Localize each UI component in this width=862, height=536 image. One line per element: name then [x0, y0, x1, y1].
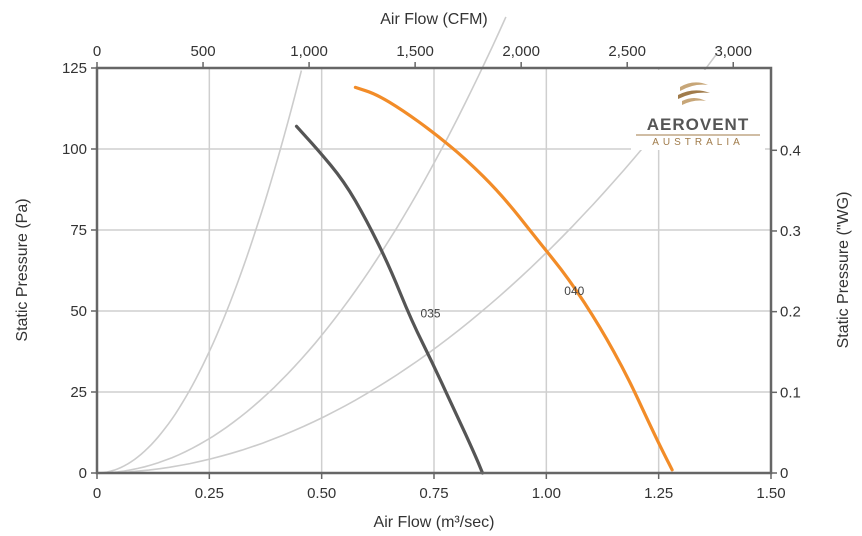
system-curve	[96, 52, 718, 474]
aerovent-logo: AEROVENT AUSTRALIA	[631, 70, 765, 150]
y-axis-title-left: Static Pressure (Pa)	[14, 198, 31, 341]
curve-label-035: 035	[421, 306, 441, 320]
y-tick-label: 50	[70, 303, 87, 320]
x-top-tick-label: 1,000	[290, 43, 328, 60]
x-tick-label: 1.25	[644, 485, 673, 502]
y-right-tick-label: 0.4	[780, 142, 801, 159]
x-axis-title-top: Air Flow (CFM)	[380, 11, 488, 28]
series-line-035	[294, 124, 485, 475]
x-top-tick-label: 0	[93, 43, 101, 60]
y-tick-label: 125	[62, 60, 87, 77]
x-top-tick-label: 500	[191, 43, 216, 60]
system-curve	[96, 70, 303, 474]
y-right-tick-label: 0.3	[780, 223, 801, 240]
x-tick-label: 0.25	[195, 485, 224, 502]
system-curves	[96, 16, 718, 474]
y-right-tick-label: 0.1	[780, 384, 801, 401]
y-right-tick-label: 0	[780, 465, 788, 482]
y-tick-label: 0	[79, 465, 87, 482]
logo-swirl-icon	[678, 82, 710, 105]
y-tick-label: 25	[70, 384, 87, 401]
fan-curves	[294, 85, 674, 475]
x-tick-label: 1.00	[532, 485, 561, 502]
x-top-tick-label: 1,500	[396, 43, 434, 60]
x-tick-label: 0	[93, 485, 101, 502]
y-tick-label: 100	[62, 141, 87, 158]
x-axis-title-bottom: Air Flow (m³/sec)	[374, 514, 495, 531]
curve-labels: 035 040	[421, 284, 585, 321]
y-axis-title-right: Static Pressure ("WG)	[835, 192, 852, 349]
system-curve	[96, 16, 507, 474]
x-tick-label: 0.50	[307, 485, 336, 502]
x-top-tick-label: 2,500	[608, 43, 646, 60]
series-line-040	[353, 85, 674, 472]
tick-labels: 0 0.25 0.50 0.75 1.00 1.25 1.50 0 25 50 75 100 125 0 5…	[62, 43, 801, 502]
y-right-tick-label: 0.2	[780, 304, 801, 321]
x-tick-label: 0.75	[419, 485, 448, 502]
x-top-tick-label: 3,000	[714, 43, 752, 60]
x-tick-label: 1.50	[756, 485, 785, 502]
x-top-tick-label: 2,000	[502, 43, 540, 60]
y-tick-label: 75	[70, 222, 87, 239]
logo-sub: AUSTRALIA	[652, 137, 744, 148]
logo-name: AEROVENT	[647, 115, 749, 134]
curve-label-040: 040	[564, 284, 584, 298]
